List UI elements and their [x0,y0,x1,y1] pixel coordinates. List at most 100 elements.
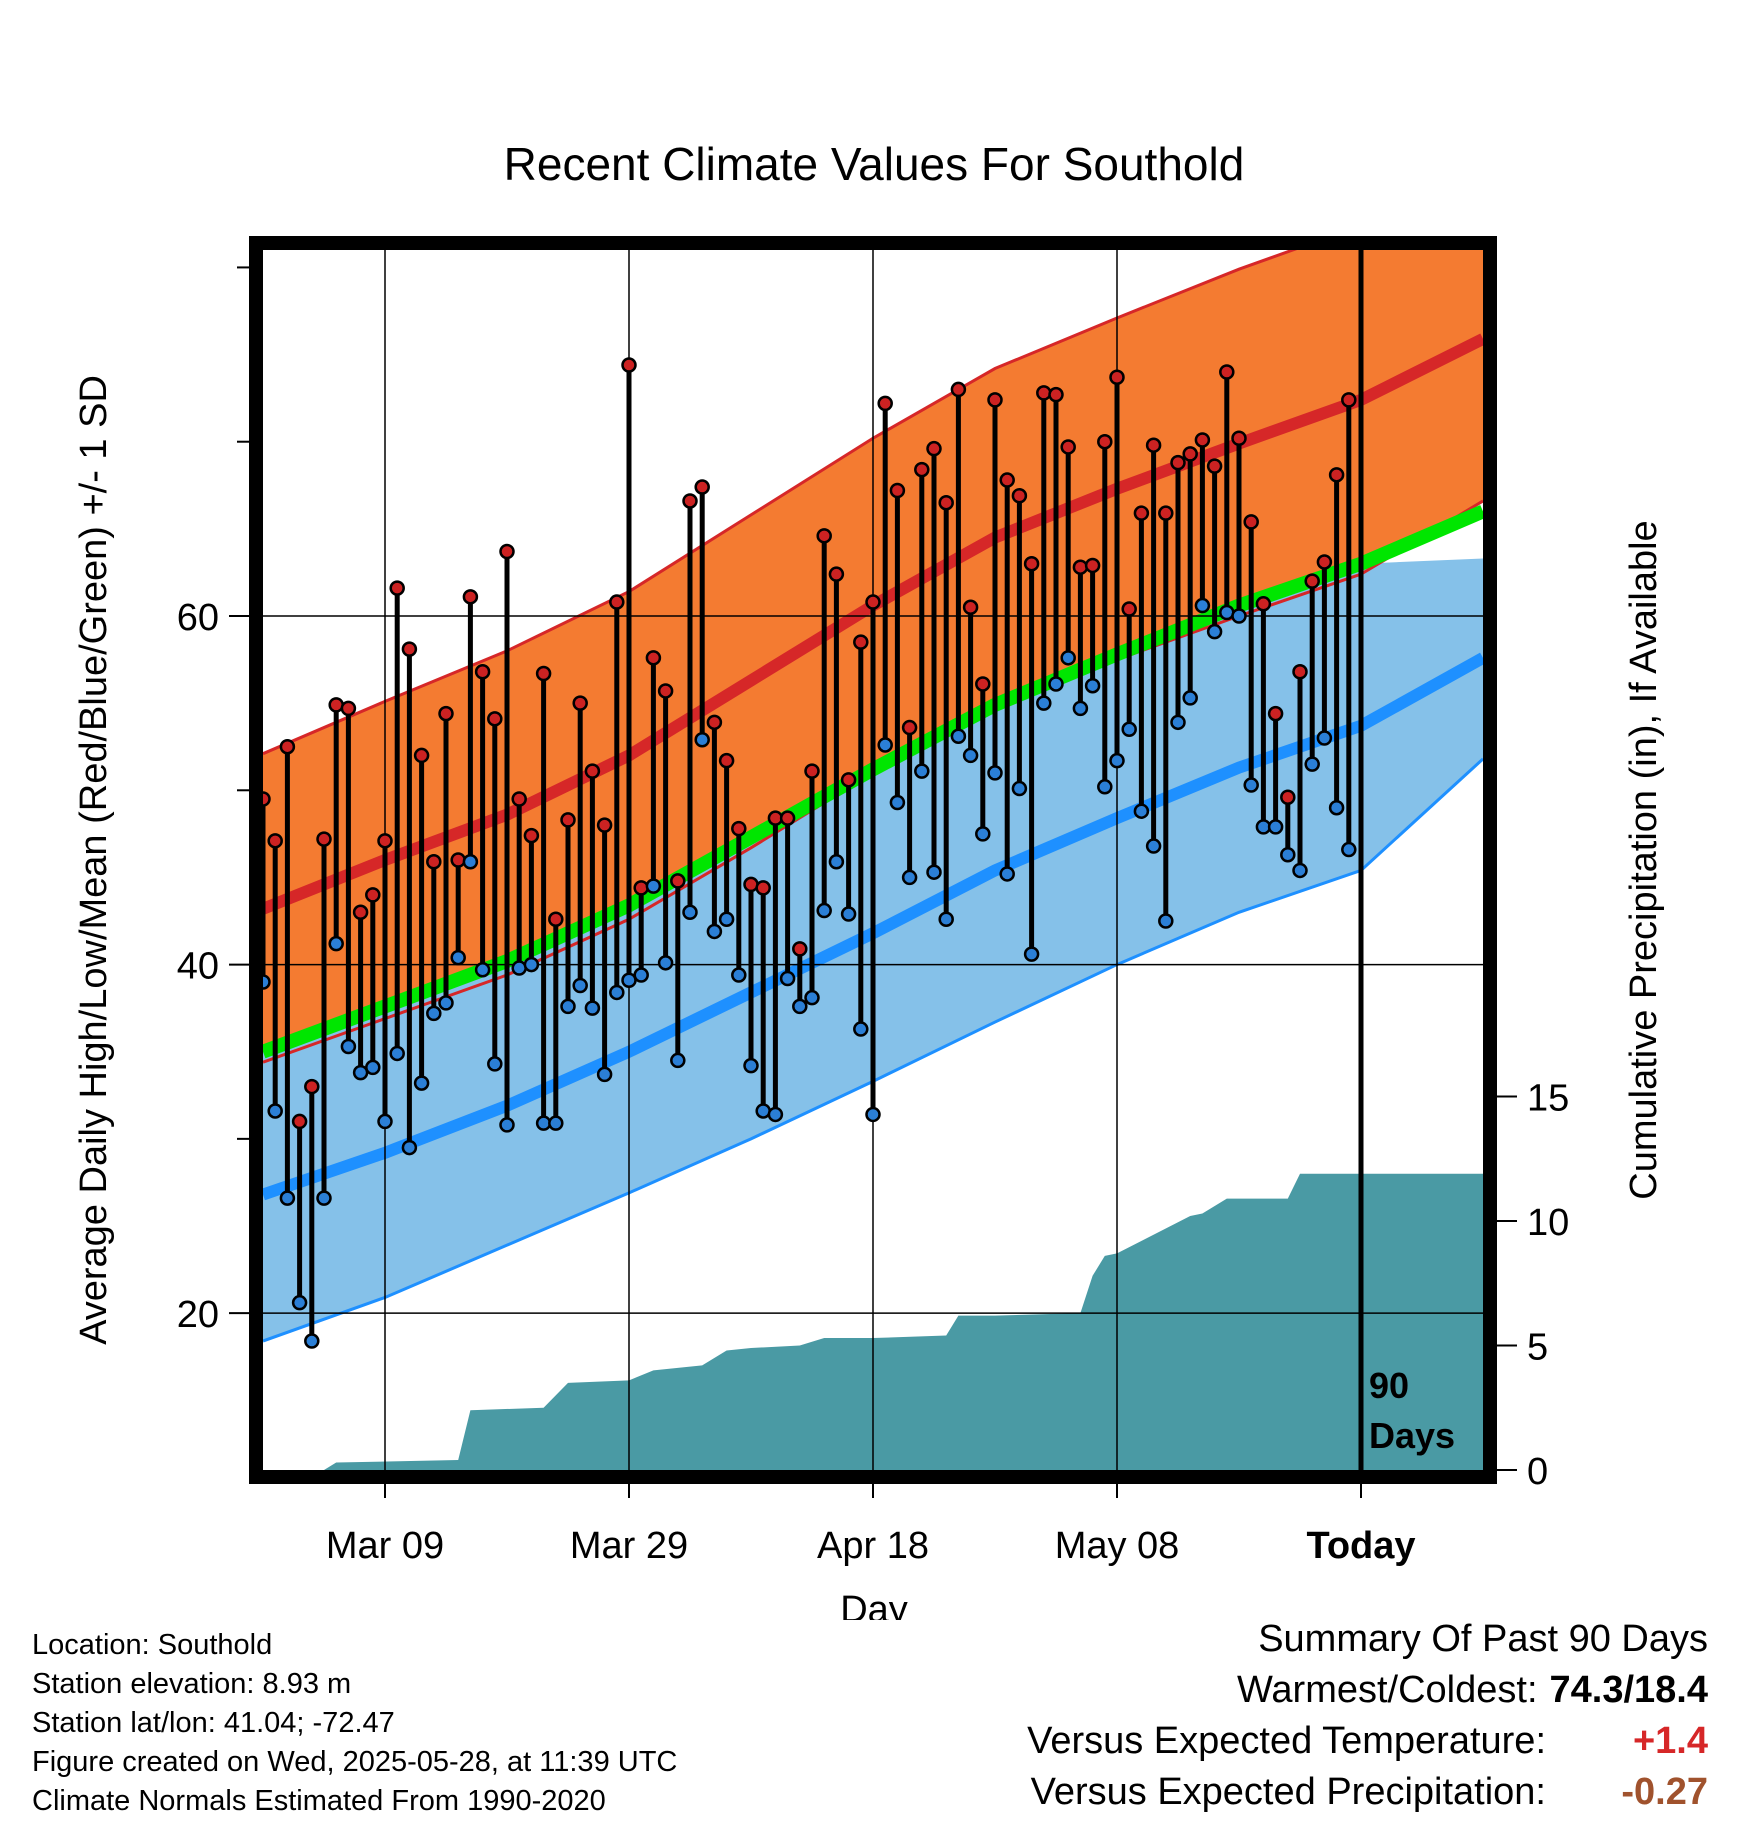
daily-high-point [1194,432,1211,448]
daily-low-point [645,878,662,894]
daily-high-point [401,641,418,657]
daily-high-point [413,747,430,764]
daily-high-point [584,763,601,779]
climate-chart: Recent Climate Values For Southold 90 Day… [73,138,1665,1620]
daily-high-point [938,494,954,511]
daily-low-point [365,1059,381,1076]
daily-low-point [682,904,698,921]
warmest-coldest-value: 74.3/18.4 [1549,1669,1708,1711]
precip-anomaly-value: -0.27 [1621,1771,1708,1813]
elevation-text: Station elevation: 8.93 m [32,1668,352,1700]
daily-low-point [950,728,967,745]
daily-low-point [840,906,857,922]
daily-high-point [670,873,686,889]
daily-high-point [596,817,613,833]
daily-low-point [1182,690,1198,706]
daily-high-point [828,566,845,582]
daily-high-point [1133,505,1150,521]
daily-low-point [450,949,466,966]
daily-high-point [840,772,857,788]
daily-low-point [1170,714,1186,731]
daily-high-point [914,461,930,478]
daily-high-point [1072,559,1089,575]
daily-high-point [706,714,723,731]
daily-high-point [304,1078,320,1095]
daily-high-point [901,719,918,736]
daily-high-point [377,833,393,849]
daily-low-point [926,864,942,880]
daily-high-point [1158,505,1174,521]
daily-low-point [267,1103,283,1119]
daily-high-point [389,580,405,596]
daily-low-point [389,1045,405,1062]
daily-low-point [670,1052,686,1069]
daily-high-point [511,791,527,807]
daily-high-point [474,664,491,680]
daily-low-point [596,1066,613,1083]
daily-low-point [962,747,979,764]
daily-high-point [1316,554,1333,570]
daily-low-point [1158,913,1174,929]
daily-low-point [1097,779,1113,795]
daily-high-point [621,357,637,373]
daily-high-point [365,887,381,903]
daily-low-point [1109,752,1125,769]
daily-low-point [291,1294,308,1311]
cumulative-precip-area [263,1173,1483,1470]
daily-high-point [1011,487,1028,504]
daily-low-point [706,923,723,940]
daily-high-point [853,634,869,650]
daily-low-point [438,995,454,1011]
daily-high-point [1255,596,1272,612]
daily-low-point [304,1333,320,1349]
daily-low-point [743,1057,759,1074]
daily-low-point [718,911,735,928]
today-days-number: 90 [1369,1365,1409,1406]
daily-high-point [291,1113,308,1130]
daily-low-point [1243,777,1259,793]
daily-low-point [767,1106,784,1123]
daily-low-point [1267,819,1284,835]
daily-low-point [999,866,1015,882]
daily-low-point [340,1038,357,1055]
daily-low-point [499,1117,515,1133]
temp-anomaly-value: +1.4 [1632,1720,1708,1762]
daily-low-point [584,1000,601,1016]
daily-high-point [962,599,979,616]
daily-high-point [718,752,735,769]
daily-low-point [609,984,625,1001]
daily-low-point [901,869,918,886]
daily-high-point [523,827,540,844]
daily-high-point [462,589,479,605]
daily-high-point [865,594,881,610]
y-right-tick-label: 10 [1527,1202,1569,1244]
daily-high-point [1084,557,1101,574]
daily-high-point [1048,386,1064,403]
daily-low-point [572,977,588,994]
daily-low-point [426,1005,442,1022]
x-tick-label: May 08 [1055,1525,1180,1567]
daily-high-point [950,381,967,398]
daily-low-point [816,902,832,919]
daily-low-point [1341,841,1357,858]
daily-high-point [633,880,649,896]
daily-low-point [1072,700,1089,717]
daily-high-point [1267,705,1284,722]
daily-high-point [1231,430,1247,446]
summary-title: Summary Of Past 90 Days [1258,1618,1708,1660]
daily-high-point [1219,364,1235,380]
daily-high-point [657,683,674,699]
plot-frame [249,236,1497,1484]
daily-low-point [694,731,710,748]
temp-anomaly-label: Versus Expected Temperature: [1027,1720,1546,1762]
daily-high-point [1206,458,1223,474]
daily-low-point [401,1139,418,1156]
daily-low-point [633,967,649,983]
daily-low-point [1231,608,1247,624]
daily-low-point [487,1056,503,1072]
daily-high-point [645,650,662,666]
daily-low-point [1011,780,1028,797]
daily-low-point [889,794,906,811]
daily-high-point [487,711,503,727]
daily-high-point [889,482,906,499]
